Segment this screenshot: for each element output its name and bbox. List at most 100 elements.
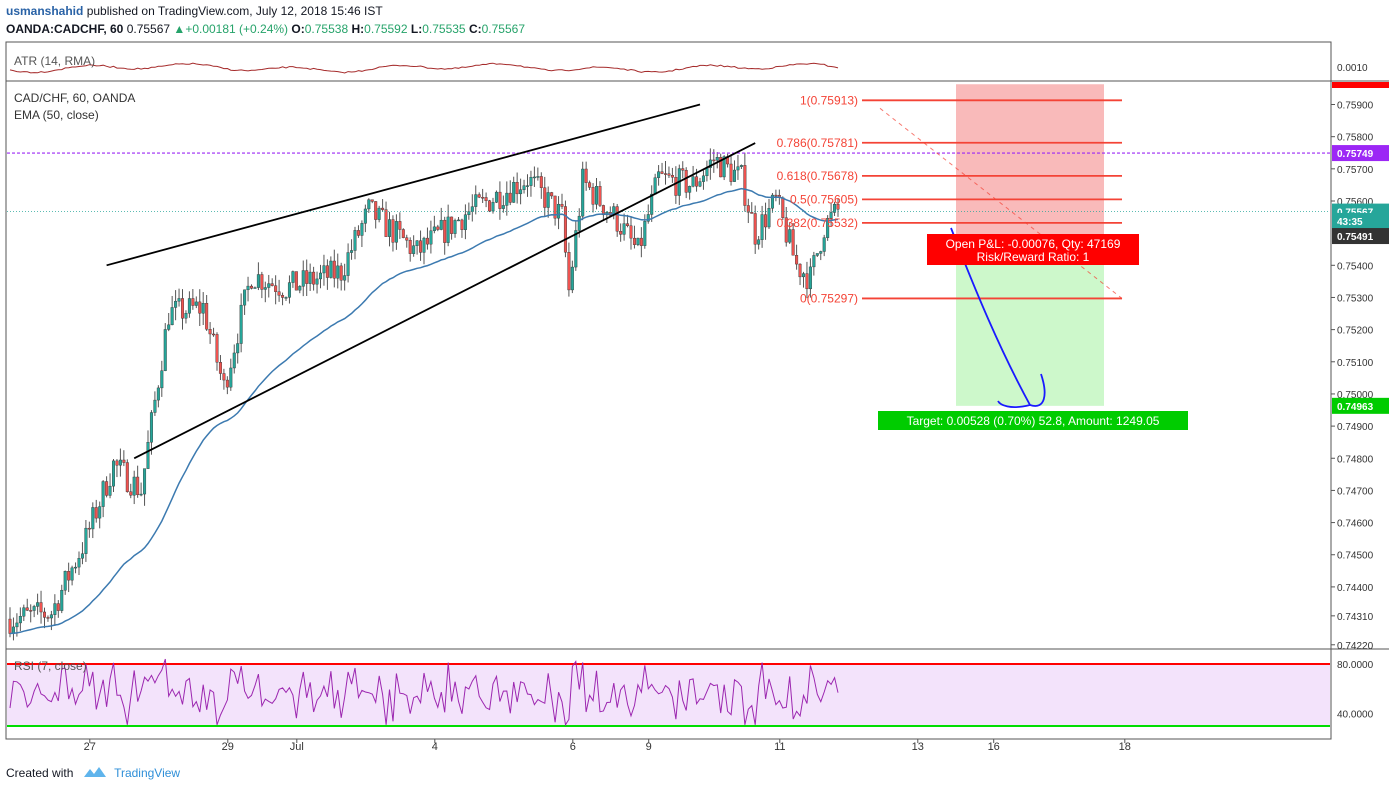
candle-body	[488, 200, 492, 212]
candle-body	[208, 329, 212, 335]
candle-body	[374, 201, 378, 220]
candle-body	[698, 181, 702, 187]
candle-body	[443, 219, 447, 243]
candle-body	[94, 507, 98, 519]
candle-body	[691, 176, 695, 187]
candle-body	[664, 173, 668, 175]
high-value: 0.75592	[364, 22, 408, 36]
candle-body	[636, 237, 640, 245]
candle-body	[808, 266, 812, 290]
pnl-label-bg	[927, 234, 1139, 265]
candle-body	[218, 362, 222, 374]
candle-body	[470, 206, 474, 212]
candle-body	[332, 260, 336, 279]
candle-body	[249, 285, 253, 289]
y-tick-label: 0.75400	[1337, 261, 1374, 272]
candle-body	[436, 226, 440, 230]
symbol-label: CAD/CHF, 60, OANDA	[14, 91, 135, 105]
candle-body	[39, 602, 43, 613]
candle-body	[501, 205, 505, 209]
candle-body	[795, 255, 799, 265]
candle-body	[70, 567, 74, 581]
candle-body	[291, 271, 295, 283]
candle-body	[415, 240, 419, 246]
candle-body	[105, 481, 109, 496]
tradingview-brand-link[interactable]: TradingView	[114, 766, 181, 780]
candle-body	[819, 251, 823, 254]
candle-body	[429, 230, 433, 245]
published-text: published on TradingView.com, July 12, 2…	[86, 4, 383, 18]
candle-body	[194, 301, 198, 306]
candle-body	[798, 263, 802, 278]
candle-body	[60, 589, 64, 611]
candle-body	[149, 412, 153, 443]
candle-body	[591, 187, 595, 205]
candle-body	[577, 215, 581, 231]
last-price: 0.75567	[126, 22, 171, 36]
price-chart[interactable]: 80.0000 40.0000 1(0.75913) 0.786(0.75781) 0…	[0, 0, 1389, 760]
price-badge-label: 43:35	[1337, 217, 1363, 228]
y-tick-label: 0.75800	[1337, 133, 1374, 144]
candle-body	[422, 237, 426, 253]
rsi-label: RSI (7, close)	[14, 659, 87, 673]
atr-tick: 0.0010	[1337, 63, 1368, 74]
candle-body	[301, 270, 305, 287]
price-badge-label: 0.75491	[1337, 232, 1374, 243]
y-tick-label: 0.74900	[1337, 422, 1374, 433]
candle-body	[701, 175, 705, 182]
candle-body	[388, 219, 392, 237]
candle-body	[184, 313, 188, 319]
x-tick-label: 13	[912, 741, 924, 753]
rsi-pane: 80.0000 40.0000	[7, 658, 1374, 727]
candle-body	[15, 622, 19, 628]
created-with-text: Created with	[6, 766, 74, 780]
candle-body	[212, 333, 216, 336]
candle-body	[519, 189, 523, 195]
candle-body	[515, 182, 519, 195]
candle-body	[215, 334, 219, 363]
candle-body	[294, 271, 298, 291]
symbol-ohlc-bar: OANDA:CADCHF, 60 0.75567 ▲+0.00181 (+0.2…	[6, 21, 525, 37]
atr-label: ATR (14, RMA)	[14, 54, 95, 68]
price-axis: 0.75900 0.75800 0.75700 0.75600 0.75400 0.753…	[1331, 82, 1389, 652]
candle-body	[229, 367, 233, 388]
x-tick-label: 6	[570, 741, 576, 753]
ema-label: EMA (50, close)	[14, 108, 99, 122]
candle-body	[708, 159, 712, 168]
candle-body	[287, 282, 291, 298]
candle-body	[284, 297, 288, 299]
candle-body	[753, 213, 757, 245]
up-arrow-icon: ▲	[173, 22, 186, 36]
publisher-name[interactable]: usmanshahid	[6, 4, 84, 18]
candle-body	[377, 207, 381, 220]
target-label-bg	[878, 411, 1188, 430]
candle-body	[453, 220, 457, 234]
candle-body	[136, 476, 140, 495]
candle-body	[350, 250, 354, 253]
candle-body	[101, 481, 105, 507]
candle-body	[381, 207, 385, 210]
candle-body	[401, 229, 405, 238]
price-badge-label: 0.75749	[1337, 149, 1374, 160]
candle-body	[32, 606, 36, 611]
price-badge	[1332, 228, 1389, 245]
y-tick-label: 0.74800	[1337, 454, 1374, 465]
candle-body	[156, 387, 160, 401]
candle-body	[536, 176, 540, 178]
candle-body	[643, 221, 647, 246]
candle-body	[802, 273, 806, 278]
candle-body	[715, 157, 719, 161]
rr-text: Risk/Reward Ratio: 1	[977, 250, 1090, 264]
candle-body	[346, 252, 350, 276]
candle-body	[446, 216, 450, 243]
candle-body	[174, 300, 178, 308]
candle-body	[719, 157, 723, 178]
candle-body	[305, 270, 309, 284]
candle-body	[74, 566, 78, 569]
candle-body	[567, 252, 571, 291]
y-tick-label: 0.75100	[1337, 358, 1374, 369]
open-value: 0.75538	[304, 22, 349, 36]
symbol-name: OANDA:CADCHF, 60	[6, 22, 124, 36]
candle-body	[674, 177, 678, 196]
candle-body	[736, 166, 740, 171]
